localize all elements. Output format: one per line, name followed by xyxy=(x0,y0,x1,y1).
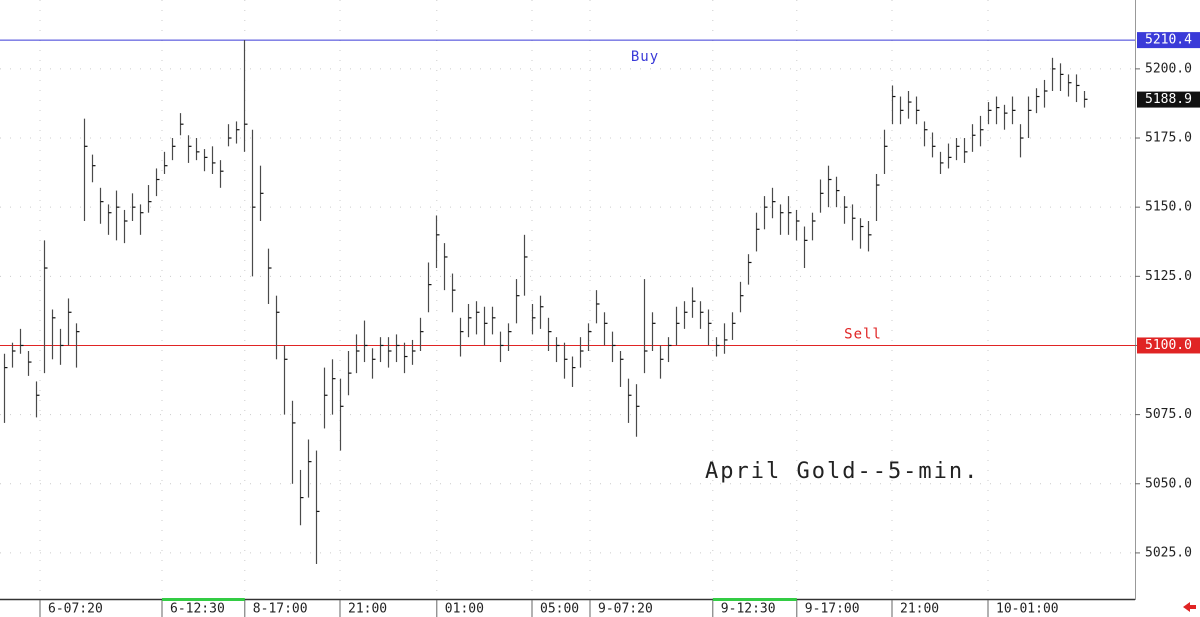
session-highlight xyxy=(712,598,797,601)
price-box xyxy=(1137,32,1200,49)
x-tick-label: 10-01:00 xyxy=(996,602,1059,617)
y-tick-label: 5175.0 xyxy=(1145,131,1192,146)
last-price-label: 5188.9 xyxy=(1145,92,1192,107)
x-tick-label: 9-12:30 xyxy=(721,602,776,617)
x-tick-label: 8-17:00 xyxy=(253,602,308,617)
price-box-label: 5210.4 xyxy=(1145,33,1192,48)
y-tick-label: 5050.0 xyxy=(1145,476,1192,491)
annotation: April Gold--5-min. xyxy=(705,459,979,484)
x-tick-label: 21:00 xyxy=(900,602,939,617)
reference-label: Buy xyxy=(631,49,659,65)
reference-label: Sell xyxy=(844,326,882,342)
price-box-label: 5100.0 xyxy=(1145,338,1192,353)
x-tick-label: 01:00 xyxy=(445,602,484,617)
x-tick-label: 6-07:20 xyxy=(48,602,103,617)
x-tick-label: 9-17:00 xyxy=(805,602,860,617)
scroll-arrow[interactable] xyxy=(1183,602,1196,612)
last-price-box xyxy=(1137,91,1200,108)
x-tick-label: 9-07:20 xyxy=(598,602,653,617)
x-tick-label: 21:00 xyxy=(348,602,387,617)
y-tick-label: 5125.0 xyxy=(1145,269,1192,284)
x-tick-label: 6-12:30 xyxy=(170,602,225,617)
session-highlight xyxy=(162,598,245,601)
y-tick-label: 5200.0 xyxy=(1145,61,1192,76)
y-tick-label: 5025.0 xyxy=(1145,545,1192,560)
y-tick-label: 5075.0 xyxy=(1145,407,1192,422)
price-box xyxy=(1137,337,1200,354)
y-tick-label: 5150.0 xyxy=(1145,200,1192,215)
x-tick-label: 05:00 xyxy=(540,602,579,617)
